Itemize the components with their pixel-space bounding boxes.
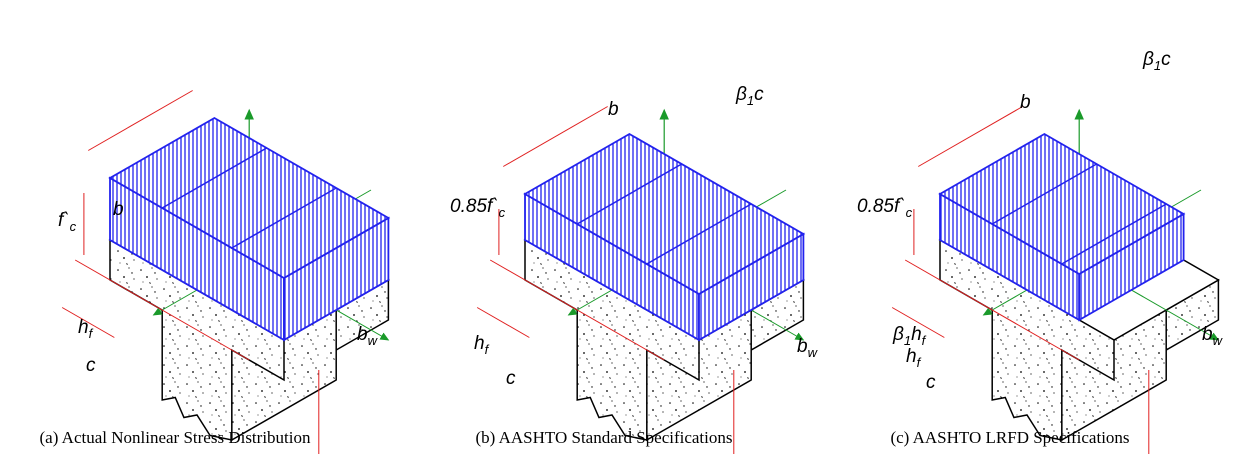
dimension-line [477,308,529,338]
figure: bf`chfcbw(a) Actual Nonlinear Stress Dis… [0,0,1244,454]
label-text: β [735,84,747,105]
label-text: c [754,84,764,105]
dimension-label: bw [1202,324,1224,348]
label-subscript: c [906,205,913,220]
label-subscript: w [808,345,819,360]
label-text: 0.85f` [450,196,499,217]
dimension-label: β1c [735,84,764,108]
label-subscript: f [917,355,922,370]
dimension-label: hf [78,317,94,341]
label-text: b [1020,92,1031,113]
dimension-label: c [926,372,936,393]
label-text: h [906,346,917,367]
label-text: h [78,317,89,338]
label-text: f` [58,210,70,231]
label-subscript: f [89,326,94,341]
label-text: b [797,336,808,357]
dimension-label: hf [474,333,490,357]
label-text: b [1202,324,1213,345]
caption: (b) AASHTO Standard Specifications [475,428,732,447]
dimension-label: 0.85f`c [857,196,913,220]
label-subscript: f [485,342,490,357]
caption: (a) Actual Nonlinear Stress Distribution [39,428,311,447]
dimension-label: bw [797,336,819,360]
dimension-label: β1hf [892,324,927,348]
caption: (c) AASHTO LRFD Specifications [890,428,1129,447]
label-subscript: w [1213,333,1224,348]
label-text: β [892,324,904,345]
dimension-label: hf [906,346,922,370]
dimension-label: 0.85f`c [450,196,506,220]
label-text: b [608,99,619,120]
label-subscript: c [70,219,77,234]
label-text: b [113,199,124,220]
dimension-label: β1c [1142,49,1171,73]
label-subscript: c [499,205,506,220]
label-text: h [474,333,485,354]
label-subscript: w [368,333,379,348]
label-text: β [1142,49,1154,70]
label-text: c [86,355,96,376]
label-text: 0.85f` [857,196,906,217]
label-text: h [911,324,922,345]
dimension-label: b [113,199,124,220]
dimension-label: b [1020,92,1031,113]
dimension-label: b [608,99,619,120]
label-subscript: 1 [747,93,754,108]
label-subscript: f [922,333,927,348]
label-text: b [357,324,368,345]
label-subscript: 1 [1154,58,1161,73]
dimension-label: f`c [58,210,77,234]
label-text: c [1161,49,1171,70]
dimension-label: c [86,355,96,376]
label-text: c [926,372,936,393]
dimension-label: c [506,368,516,389]
label-text: c [506,368,516,389]
